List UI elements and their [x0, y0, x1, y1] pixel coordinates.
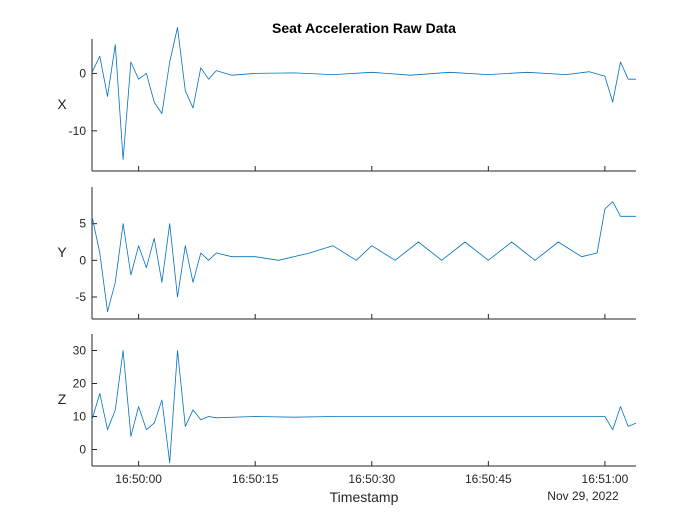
x-tick-label: 16:51:00	[582, 472, 629, 486]
y-axis-label-z: Z	[58, 391, 67, 407]
y-tick-label: 0	[79, 66, 86, 80]
series-line-x	[91, 27, 636, 160]
panel-y: 5 0 -5 Y	[57, 187, 636, 320]
series-line-y	[91, 201, 636, 313]
y-axis-label-y: Y	[57, 244, 67, 260]
x-tick-label: 16:50:30	[348, 472, 395, 486]
x-tick-label: 16:50:15	[232, 472, 279, 486]
y-tick-label: 30	[73, 344, 87, 358]
y-tick-label: -10	[69, 124, 87, 138]
y-tick-label: 0	[79, 443, 86, 457]
y-axis-label-x: X	[57, 96, 67, 112]
y-tick-label: -5	[75, 290, 86, 304]
x-axis-label: Timestamp	[330, 489, 399, 505]
x-axis-ticks: 16:50:00 16:50:15 16:50:30 16:50:45 16:51:00	[115, 472, 628, 486]
series-line-z	[91, 350, 637, 464]
x-axis-date-label: Nov 29, 2022	[547, 489, 619, 503]
x-tick-label: 16:50:45	[465, 472, 512, 486]
panel-x: 0 -10X	[57, 27, 636, 172]
y-tick-label: 0	[79, 253, 86, 267]
y-tick-label: 10	[73, 410, 87, 424]
panel-z: 30 20 10 0 Z	[58, 334, 637, 467]
y-tick-label: 20	[73, 377, 87, 391]
x-tick-label: 16:50:00	[115, 472, 162, 486]
y-tick-label: 5	[79, 217, 86, 231]
chart-title: Seat Acceleration Raw Data	[272, 20, 456, 36]
